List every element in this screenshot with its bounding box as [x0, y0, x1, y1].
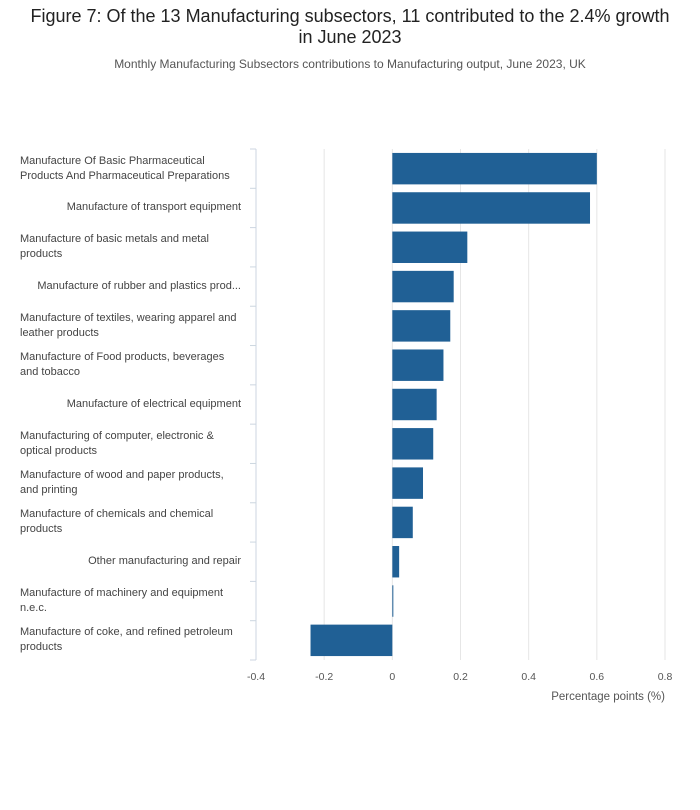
y-tick-label: Other manufacturing and repair	[88, 555, 241, 568]
bar	[392, 428, 434, 460]
y-tick-label: Manufacture of rubber and plastics prod.…	[37, 280, 241, 293]
y-tick-label: Manufacture of textiles, wearing apparel…	[20, 311, 237, 339]
x-tick-label: 0.4	[521, 671, 536, 683]
bar	[392, 506, 413, 539]
y-tick-label-box: Other manufacturing and repair	[20, 542, 241, 581]
bar	[392, 231, 468, 263]
y-tick-label-box: Manufacture of machinery and equipment n…	[20, 581, 241, 620]
bar	[392, 192, 591, 224]
y-tick-label-box: Manufacture of Food products, beverages …	[20, 346, 241, 385]
y-tick-label-box: Manufacture of electrical equipment	[20, 385, 241, 424]
x-tick-label: 0.6	[590, 671, 605, 683]
x-tick-label: -0.2	[315, 671, 333, 683]
y-tick-label: Manufacture Of Basic Pharmaceutical Prod…	[20, 154, 230, 182]
bar	[392, 585, 394, 617]
y-tick-label: Manufacture of transport equipment	[66, 201, 241, 214]
bar	[392, 349, 444, 381]
bar	[392, 310, 451, 342]
y-tick-label: Manufacture of chemicals and chemical pr…	[20, 508, 214, 536]
y-tick-label-box: Manufacture of transport equipment	[20, 188, 241, 227]
y-tick-label: Manufacturing of computer, electronic & …	[20, 429, 214, 457]
y-tick-label-box: Manufacture of rubber and plastics prod.…	[20, 267, 241, 306]
chart-title: Figure 7: Of the 13 Manufacturing subsec…	[30, 6, 670, 47]
bar	[392, 152, 597, 185]
x-tick-label: 0	[389, 671, 395, 683]
y-tick-label: Manufacture of Food products, beverages …	[20, 351, 225, 379]
y-tick-label-box: Manufacture of basic metals and metal pr…	[20, 228, 241, 267]
y-tick-label: Manufacture of wood and paper products, …	[20, 469, 224, 497]
y-tick-label: Manufacture of basic metals and metal pr…	[20, 233, 209, 261]
y-tick-label-box: Manufacture of chemicals and chemical pr…	[20, 503, 241, 542]
y-tick-label-box: Manufacture of textiles, wearing apparel…	[20, 306, 241, 345]
bar	[392, 467, 424, 499]
bar	[392, 546, 400, 578]
x-tick-label: 0.2	[453, 671, 468, 683]
bar	[392, 270, 454, 303]
y-tick-label: Manufacture of coke, and refined petrole…	[20, 626, 233, 654]
x-tick-label: 0.8	[658, 671, 673, 683]
bar	[392, 388, 437, 421]
y-tick-label-box: Manufacture of wood and paper products, …	[20, 463, 241, 502]
x-tick-label: -0.4	[247, 671, 265, 683]
chart-subtitle: Monthly Manufacturing Subsectors contrib…	[114, 57, 586, 71]
y-tick-label: Manufacture of machinery and equipment n…	[20, 587, 224, 615]
y-tick-label-box: Manufacture Of Basic Pharmaceutical Prod…	[20, 149, 241, 188]
x-axis-title: Percentage points (%)	[551, 691, 665, 703]
y-tick-label: Manufacture of electrical equipment	[66, 397, 241, 410]
bar	[310, 624, 393, 657]
y-tick-label-box: Manufacture of coke, and refined petrole…	[20, 621, 241, 660]
y-tick-label-box: Manufacturing of computer, electronic & …	[20, 424, 241, 463]
